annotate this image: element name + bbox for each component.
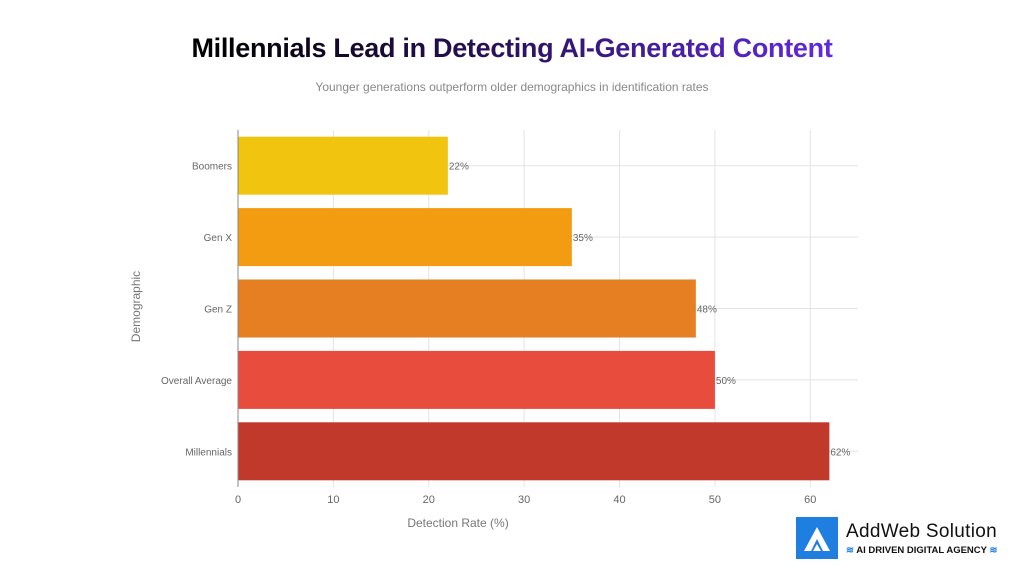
data-label: 35% — [573, 233, 593, 244]
bar-overall-average — [238, 350, 715, 409]
x-tick-label: 10 — [327, 494, 339, 506]
y-tick-label: Overall Average — [161, 376, 232, 387]
x-tick-label: 50 — [709, 494, 721, 506]
data-label: 50% — [716, 376, 736, 387]
y-tick-label: Boomers — [192, 162, 232, 173]
y-axis-title: Demographic — [129, 271, 143, 342]
y-tick-label: Gen X — [204, 233, 233, 244]
data-label: 62% — [830, 447, 850, 458]
y-tick-label: Gen Z — [204, 305, 232, 316]
logo-name: AddWeb Solution — [846, 520, 997, 542]
y-tick-label: Millennials — [185, 447, 232, 458]
logo-tagline: AI DRIVEN DIGITAL AGENCY — [856, 544, 987, 556]
x-tick-label: 60 — [804, 494, 816, 506]
bar-millennials — [238, 422, 830, 481]
addweb-logo: AddWeb Solution ≋ AI DRIVEN DIGITAL AGEN… — [796, 517, 997, 559]
logo-a-icon — [796, 517, 838, 559]
x-tick-label: 40 — [613, 494, 625, 506]
x-tick-label: 0 — [235, 494, 241, 506]
bar-boomers — [238, 136, 448, 195]
x-tick-label: 30 — [518, 494, 530, 506]
data-label: 22% — [449, 162, 469, 173]
chart-title: Millennials Lead in Detecting AI-Generat… — [0, 33, 1024, 64]
data-label: 48% — [697, 305, 717, 316]
x-axis-title: Detection Rate (%) — [407, 516, 508, 530]
bar-gen-z — [238, 279, 696, 338]
x-tick-label: 20 — [423, 494, 435, 506]
chart-subtitle: Younger generations outperform older dem… — [315, 80, 709, 94]
bar-gen-x — [238, 208, 572, 267]
